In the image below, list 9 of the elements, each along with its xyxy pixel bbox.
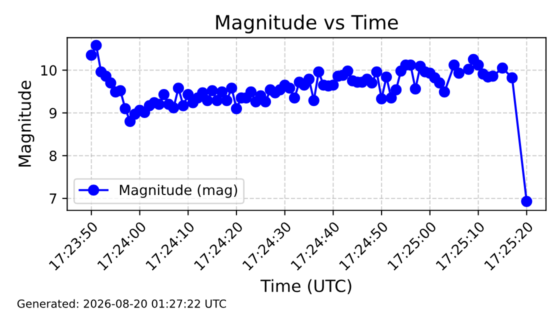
- y-tick-label: 7: [50, 194, 56, 204]
- y-tick-label: 10: [41, 65, 57, 76]
- legend-label: Magnitude (mag): [120, 184, 238, 198]
- x-axis-title: Time (UTC): [260, 279, 352, 294]
- y-tick-label: 9: [50, 108, 56, 118]
- y-tick-label: 8: [50, 150, 57, 162]
- text: Generated: 2026-08-20 01:27:22 UTC: [17, 299, 226, 308]
- chart-title: Magnitude vs Time: [216, 14, 398, 34]
- y-axis-title: Magnitude: [18, 80, 34, 167]
